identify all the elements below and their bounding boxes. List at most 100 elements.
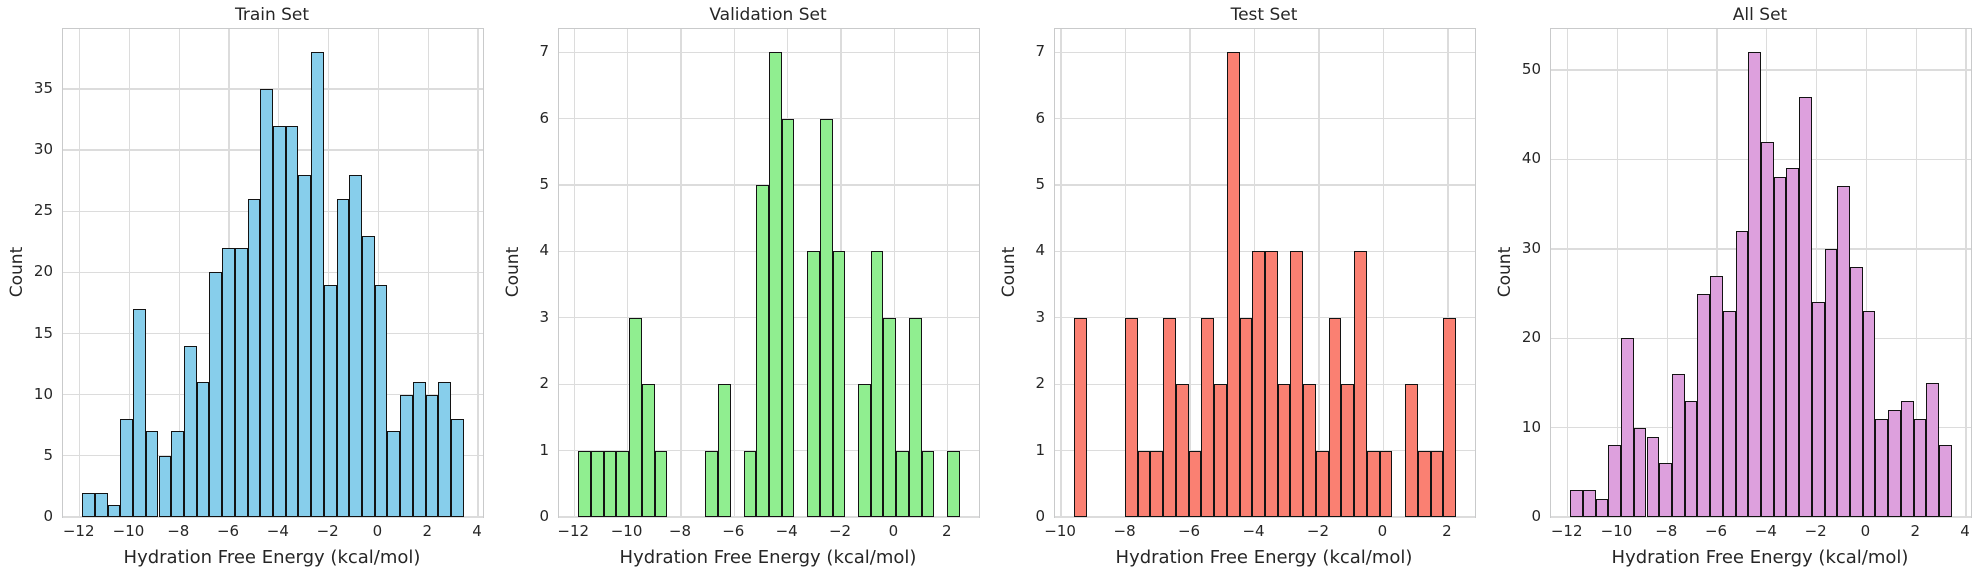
histogram-bar	[654, 450, 668, 517]
y-tick-label: 30	[33, 140, 53, 159]
histogram-bar	[1239, 317, 1253, 517]
gridline-horizontal	[1055, 516, 1475, 518]
y-tick-label: 0	[1531, 507, 1541, 525]
histogram-bar	[1761, 141, 1774, 517]
histogram-bar	[1150, 450, 1164, 517]
histogram-bar	[1748, 52, 1761, 517]
histogram-bar	[1773, 177, 1787, 517]
x-tick-label: −10	[112, 522, 145, 540]
histogram-bar	[807, 251, 820, 517]
gridline-vertical	[947, 29, 949, 517]
histogram-bar	[273, 125, 286, 517]
subplot-train-set: Train Set Count 0 5 10 15 20 25 30 35 −12 −10 −8−…	[0, 0, 496, 584]
chart-title: Train Set	[234, 5, 310, 25]
histogram-bar	[1074, 317, 1087, 517]
gridline-vertical	[1915, 29, 1917, 517]
histogram-bar	[1303, 384, 1316, 517]
gridline-vertical	[1616, 29, 1619, 517]
plot-area	[1550, 28, 1972, 518]
histogram-bar	[578, 450, 591, 517]
gridline-vertical	[1666, 29, 1668, 517]
histogram-bar	[120, 419, 134, 517]
gridline-vertical	[893, 29, 896, 517]
gridline-vertical	[1965, 29, 1967, 517]
histogram-bar	[883, 317, 897, 517]
gridline-vertical	[1815, 29, 1818, 517]
gridline-vertical	[1189, 29, 1191, 517]
x-tick-label: −10	[610, 522, 643, 540]
y-tick-label: 10	[33, 384, 53, 403]
histogram-bar	[705, 450, 719, 517]
histogram-bar	[1735, 230, 1749, 517]
chart-title: All Set	[1732, 5, 1788, 25]
y-tick-label: 7	[1035, 42, 1045, 61]
histogram-bar	[1799, 96, 1812, 517]
histogram-bar	[222, 247, 235, 517]
x-tick-label: −6	[1177, 522, 1201, 540]
x-tick-label: −12	[1550, 522, 1583, 540]
histogram-bar	[1926, 382, 1940, 517]
y-tick-label: 1	[539, 440, 549, 459]
histogram-bar	[374, 284, 388, 517]
x-axis-label: Hydration Free Energy (kcal/mol)	[619, 547, 917, 568]
histogram-bar	[171, 431, 184, 517]
x-axis-label: Hydration Free Energy (kcal/mol)	[1115, 547, 1413, 568]
histogram-bar	[743, 450, 757, 517]
histogram-bar	[247, 199, 261, 517]
x-tick-label: 0	[1377, 522, 1388, 540]
histogram-bar	[1837, 186, 1851, 517]
histogram-bar	[1939, 445, 1952, 517]
gridline-vertical	[1567, 29, 1569, 517]
histogram-bar	[921, 450, 935, 517]
y-tick-label: 25	[33, 201, 53, 220]
x-tick-label: 2	[1442, 522, 1452, 540]
x-tick-label: −10	[1044, 522, 1076, 540]
y-tick-label: 5	[1035, 175, 1045, 194]
x-tick-label: −2	[828, 522, 852, 540]
y-tick-label: 5	[43, 445, 53, 464]
x-tick-labels: −12 −10 −8 −6 −4 −2 0 2 4	[1550, 522, 1970, 542]
plot-area	[1054, 28, 1476, 518]
x-tick-label: −4	[1242, 522, 1265, 540]
y-tick-label: 0	[539, 507, 549, 525]
x-tick-label: 2	[1910, 522, 1920, 540]
x-tick-labels: −12 −10 −8 −6 −4 −2 0 2 4	[62, 522, 482, 542]
histogram-bar	[1341, 384, 1355, 517]
y-tick-label: 3	[539, 307, 549, 326]
gridline-vertical	[1382, 29, 1385, 517]
histogram-bar	[1621, 338, 1634, 517]
x-tick-label: −4	[1754, 522, 1777, 540]
y-tick-label: 40	[1521, 149, 1541, 168]
histogram-bar	[1913, 418, 1927, 517]
gridline-vertical	[733, 29, 735, 517]
y-tick-label: 2	[539, 374, 549, 393]
histogram-bar	[870, 251, 884, 517]
histogram-bar	[1214, 384, 1227, 517]
y-tick-label: 10	[1521, 417, 1541, 436]
y-tick-label: 2	[1035, 374, 1045, 393]
histogram-bar	[349, 174, 363, 517]
x-tick-label: −4	[266, 522, 289, 540]
histogram-bar	[947, 450, 960, 517]
gridline-vertical	[626, 29, 629, 517]
x-tick-label: 0	[888, 522, 899, 540]
y-tick-label: 30	[1521, 238, 1541, 257]
histogram-bar	[1697, 293, 1711, 517]
histogram-bar	[107, 504, 121, 517]
histogram-bar	[1850, 266, 1863, 517]
x-tick-labels: −12 −10 −8 −6 −4 −2 0 2	[557, 522, 978, 542]
histogram-bar	[400, 394, 413, 517]
histogram-bar	[832, 251, 846, 517]
gridline-horizontal	[559, 51, 979, 53]
x-tick-label: −2	[1306, 522, 1330, 540]
y-tick-labels: 0 5 10 15 20 25 30 35	[0, 28, 53, 525]
gridline-horizontal	[1551, 69, 1971, 71]
histogram-bar	[896, 450, 909, 517]
x-tick-label: 0	[372, 522, 383, 540]
x-tick-labels: −10 −8 −6 −4 −2 0 2	[1044, 522, 1474, 542]
gridline-vertical	[1865, 29, 1868, 517]
histogram-bar	[82, 492, 95, 517]
gridline-vertical	[1447, 29, 1449, 517]
y-tick-label: 4	[1035, 241, 1045, 260]
